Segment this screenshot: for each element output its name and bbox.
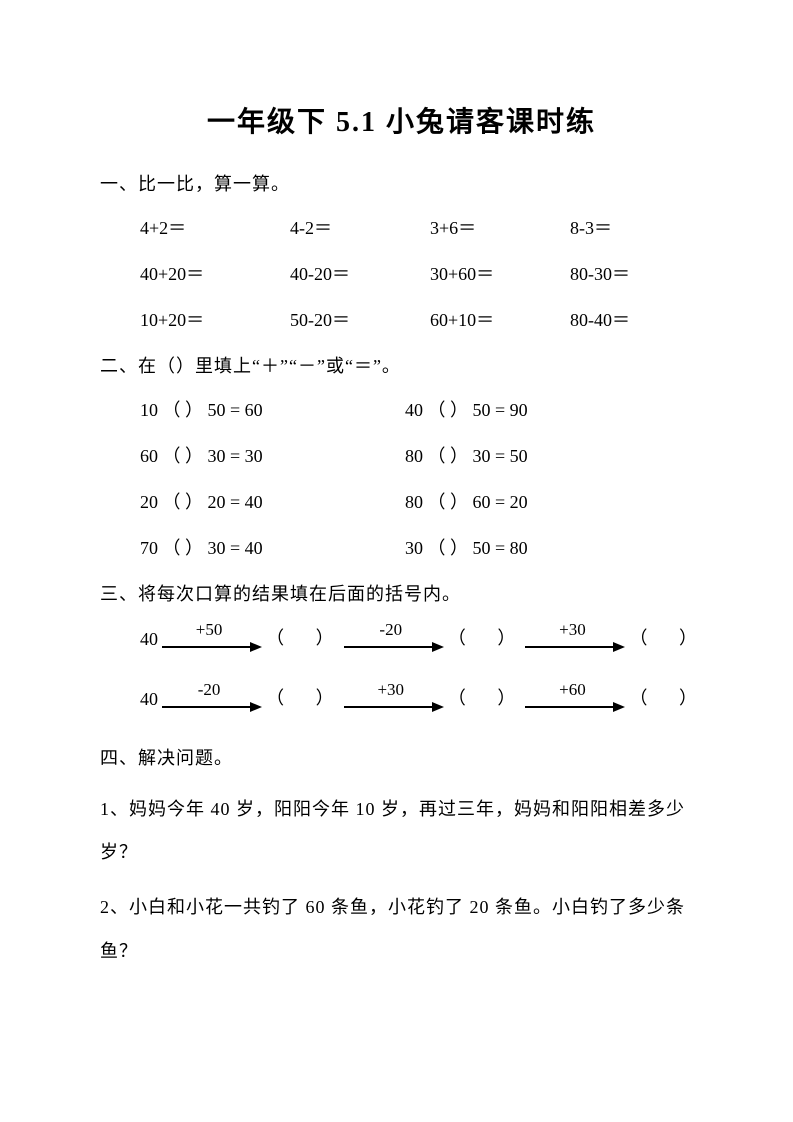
s2-cell: 70 （ ） 30 = 40 <box>140 534 405 560</box>
chain-op: +50 <box>162 620 256 640</box>
blank-paren: （ ） <box>630 684 698 714</box>
blank-paren: （ ） <box>630 624 698 654</box>
chain-1: 40 +50 （ ） -20 （ ） +30 （ ） <box>140 624 703 654</box>
s1-cell: 3+6＝ <box>430 214 570 240</box>
page-title: 一年级下 5.1 小兔请客课时练 <box>100 100 703 140</box>
section4-q2: 2、小白和小花一共钓了 60 条鱼，小花钓了 20 条鱼。小白钓了多少条鱼？ <box>100 886 703 972</box>
s1-cell: 10+20＝ <box>140 306 290 332</box>
s1-cell: 40-20＝ <box>290 260 430 286</box>
s2-row: 60 （ ） 30 = 30 80 （ ） 30 = 50 <box>140 442 703 468</box>
arrow-icon: -20 <box>162 686 256 714</box>
s1-cell: 80-40＝ <box>570 306 690 332</box>
blank-paren: （ ） <box>266 684 334 714</box>
chain-op: +30 <box>344 680 438 700</box>
arrow-icon: +30 <box>344 686 438 714</box>
s1-cell: 4+2＝ <box>140 214 290 240</box>
s2-cell: 80 （ ） 60 = 20 <box>405 488 655 514</box>
chain-start: 40 <box>140 629 158 654</box>
s1-cell: 30+60＝ <box>430 260 570 286</box>
arrow-icon: -20 <box>344 626 438 654</box>
s2-cell: 40 （ ） 50 = 90 <box>405 396 655 422</box>
s2-row: 10 （ ） 50 = 60 40 （ ） 50 = 90 <box>140 396 703 422</box>
section2-grid: 10 （ ） 50 = 60 40 （ ） 50 = 90 60 （ ） 30 … <box>140 396 703 560</box>
s2-cell: 30 （ ） 50 = 80 <box>405 534 655 560</box>
arrow-icon: +60 <box>525 686 619 714</box>
s1-row: 4+2＝ 4-2＝ 3+6＝ 8-3＝ <box>140 214 703 240</box>
s1-cell: 60+10＝ <box>430 306 570 332</box>
chain-2: 40 -20 （ ） +30 （ ） +60 （ ） <box>140 684 703 714</box>
blank-paren: （ ） <box>448 624 516 654</box>
chain-start: 40 <box>140 689 158 714</box>
s1-cell: 40+20＝ <box>140 260 290 286</box>
section1-grid: 4+2＝ 4-2＝ 3+6＝ 8-3＝ 40+20＝ 40-20＝ 30+60＝… <box>140 214 703 332</box>
section3-chains: 40 +50 （ ） -20 （ ） +30 （ ） 40 -20 <box>140 624 703 714</box>
chain-op: +60 <box>525 680 619 700</box>
s2-cell: 80 （ ） 30 = 50 <box>405 442 655 468</box>
s2-cell: 10 （ ） 50 = 60 <box>140 396 405 422</box>
section4-head: 四、解决问题。 <box>100 744 703 770</box>
s1-cell: 80-30＝ <box>570 260 690 286</box>
chain-op: -20 <box>162 680 256 700</box>
chain-op: +30 <box>525 620 619 640</box>
s1-cell: 50-20＝ <box>290 306 430 332</box>
arrow-icon: +30 <box>525 626 619 654</box>
s1-row: 10+20＝ 50-20＝ 60+10＝ 80-40＝ <box>140 306 703 332</box>
chain-op: -20 <box>344 620 438 640</box>
section3-head: 三、将每次口算的结果填在后面的括号内。 <box>100 580 703 606</box>
s1-cell: 8-3＝ <box>570 214 690 240</box>
s1-row: 40+20＝ 40-20＝ 30+60＝ 80-30＝ <box>140 260 703 286</box>
s1-cell: 4-2＝ <box>290 214 430 240</box>
s2-cell: 20 （ ） 20 = 40 <box>140 488 405 514</box>
section4-q1: 1、妈妈今年 40 岁，阳阳今年 10 岁，再过三年，妈妈和阳阳相差多少岁？ <box>100 788 703 874</box>
arrow-icon: +50 <box>162 626 256 654</box>
worksheet-page: 一年级下 5.1 小兔请客课时练 一、比一比，算一算。 4+2＝ 4-2＝ 3+… <box>0 0 793 1122</box>
section1-head: 一、比一比，算一算。 <box>100 170 703 196</box>
s2-row: 20 （ ） 20 = 40 80 （ ） 60 = 20 <box>140 488 703 514</box>
section2-head: 二、在（）里填上“＋”“－”或“＝”。 <box>100 352 703 378</box>
blank-paren: （ ） <box>448 684 516 714</box>
blank-paren: （ ） <box>266 624 334 654</box>
s2-cell: 60 （ ） 30 = 30 <box>140 442 405 468</box>
s2-row: 70 （ ） 30 = 40 30 （ ） 50 = 80 <box>140 534 703 560</box>
